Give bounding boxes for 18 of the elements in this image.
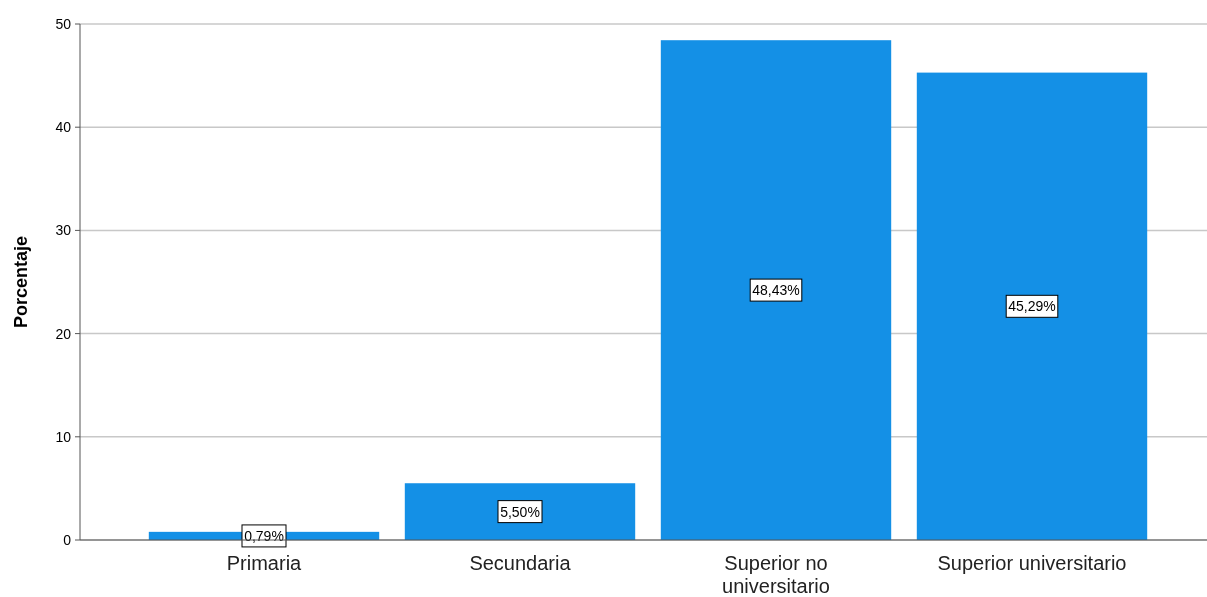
y-tick-label: 20 [55, 325, 72, 342]
bar [916, 72, 1148, 540]
data-label: 0,79% [244, 527, 284, 544]
bar [404, 483, 636, 540]
y-tick-label: 0 [63, 531, 72, 548]
y-axis-title: Porcentaje [11, 235, 31, 329]
y-tick-label: 40 [55, 119, 72, 136]
x-tick-label: Primaria [226, 552, 303, 574]
y-tick-label: 30 [55, 222, 72, 239]
x-tick-label: Secundaria [469, 552, 572, 574]
x-tick-label: Superior universitario [937, 552, 1127, 574]
x-tick-label: Superior no universitario [722, 552, 830, 597]
data-label: 5,50% [500, 503, 540, 520]
bar [660, 40, 892, 540]
y-tick-label: 10 [55, 428, 72, 445]
data-label: 48,43% [752, 282, 800, 298]
y-tick-label: 50 [55, 15, 72, 32]
data-label: 45,29% [1008, 298, 1056, 315]
